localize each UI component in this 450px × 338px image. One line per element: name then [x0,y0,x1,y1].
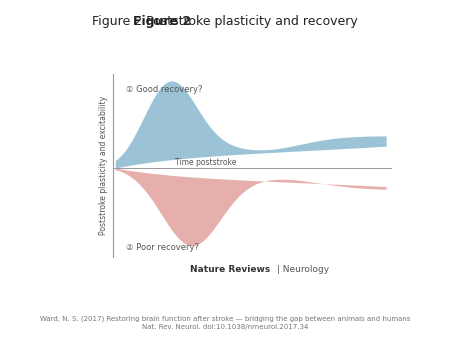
Text: ① Good recovery?: ① Good recovery? [126,84,202,94]
Text: Nature Reviews: Nature Reviews [190,265,270,274]
Text: ② Poor recovery?: ② Poor recovery? [126,242,199,251]
Text: Figure 2 Poststroke plasticity and recovery: Figure 2 Poststroke plasticity and recov… [92,15,358,28]
Text: Figure 2: Figure 2 [133,15,191,28]
Text: | Neurology: | Neurology [274,265,329,274]
Text: Time poststroke: Time poststroke [175,158,236,167]
Text: Nat. Rev. Neurol. doi:10.1038/nrneurol.2017.34: Nat. Rev. Neurol. doi:10.1038/nrneurol.2… [142,324,308,331]
Y-axis label: Poststroke plasticity and excitability: Poststroke plasticity and excitability [99,96,108,235]
Text: Ward, N. S. (2017) Restoring brain function after stroke — bridging the gap betw: Ward, N. S. (2017) Restoring brain funct… [40,315,410,321]
